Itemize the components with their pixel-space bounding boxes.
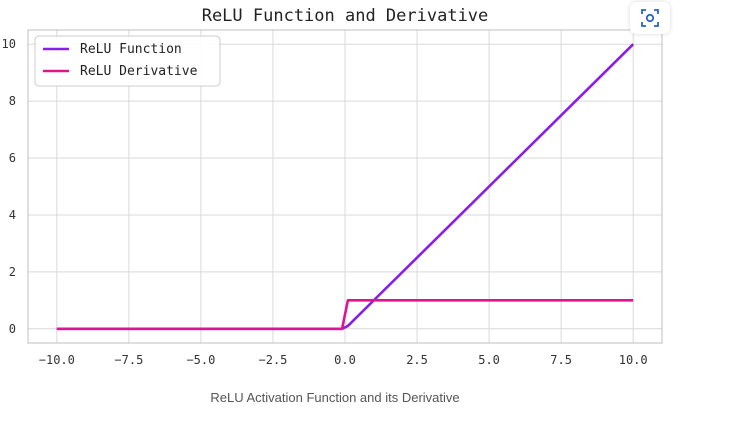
x-tick-label: 2.5 xyxy=(406,353,428,367)
y-tick-label: 6 xyxy=(9,151,16,165)
legend-label: ReLU Function xyxy=(80,42,182,57)
legend-label: ReLU Derivative xyxy=(80,64,198,79)
y-tick-label: 10 xyxy=(2,37,16,51)
x-tick-label: 5.0 xyxy=(478,353,500,367)
chart-title: ReLU Function and Derivative xyxy=(202,6,489,26)
lens-icon xyxy=(641,9,659,27)
y-tick-label: 0 xyxy=(9,322,16,336)
lens-button[interactable] xyxy=(630,2,670,34)
legend-box xyxy=(34,35,221,87)
x-tick-label: 0.0 xyxy=(334,353,356,367)
y-tick-label: 4 xyxy=(9,208,16,222)
x-tick-label: −10.0 xyxy=(39,353,75,367)
plot-area xyxy=(27,29,663,344)
y-tick-label: 2 xyxy=(9,265,16,279)
x-tick-label: −7.5 xyxy=(114,353,143,367)
series-line-relu-derivative xyxy=(56,298,634,331)
x-tick-label: 10.0 xyxy=(619,353,648,367)
y-tick-label: 8 xyxy=(9,94,16,108)
x-tick-label: 7.5 xyxy=(550,353,572,367)
x-tick-label: −5.0 xyxy=(186,353,215,367)
chart-caption: ReLU Activation Function and its Derivat… xyxy=(210,390,460,405)
x-tick-label: −2.5 xyxy=(259,353,288,367)
